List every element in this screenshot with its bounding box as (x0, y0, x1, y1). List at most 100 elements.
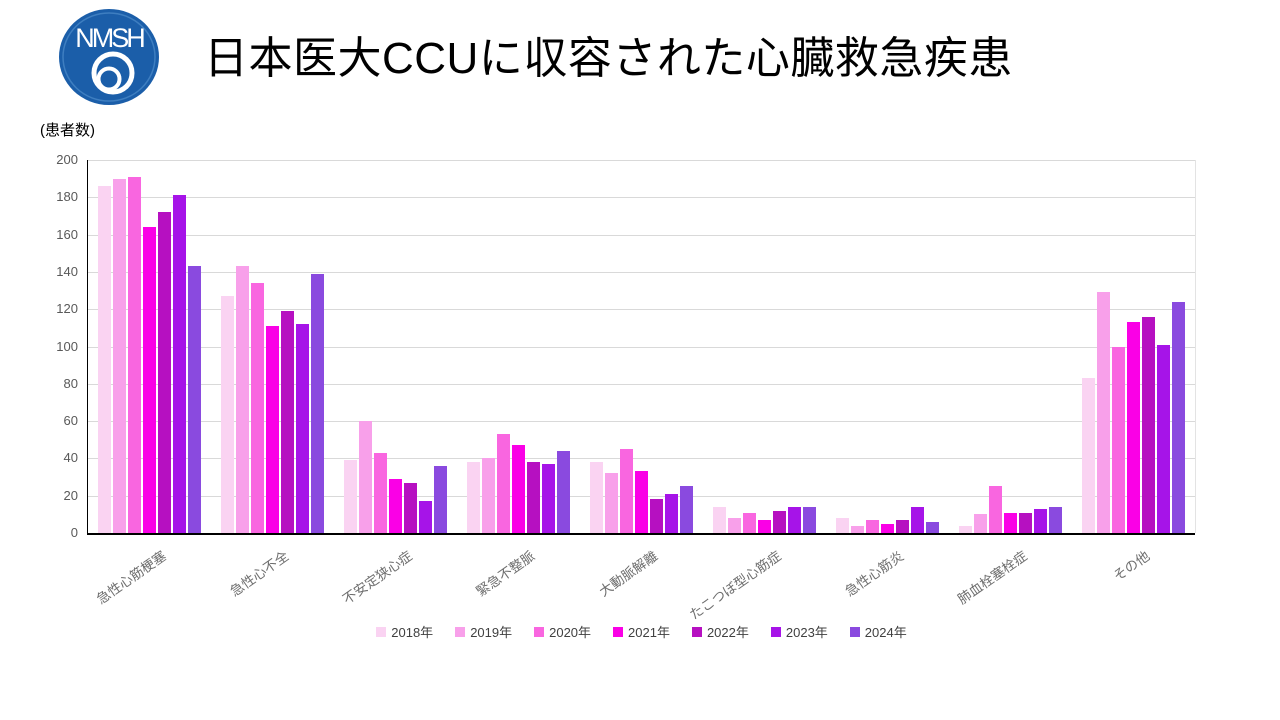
bar-2023年-大動脈解離 (665, 493, 678, 533)
legend-swatch (691, 626, 702, 637)
bar-2022年-その他 (1142, 316, 1155, 533)
category-label: 大動脈解離 (596, 548, 661, 600)
gridline (88, 160, 1195, 161)
legend-item: 2018年 (376, 622, 433, 641)
legend-swatch (376, 626, 387, 637)
bar-2024年-急性心不全 (311, 273, 324, 533)
legend-label: 2019年 (470, 625, 513, 640)
bar-2021年-急性心筋梗塞 (143, 227, 156, 533)
legend-item: 2021年 (613, 622, 670, 641)
logo-ellipse (59, 9, 159, 105)
y-tick-label: 140 (56, 263, 78, 279)
category-band (826, 160, 949, 533)
bar-2018年-急性心不全 (221, 296, 234, 533)
legend-swatch (455, 626, 466, 637)
category-band (334, 160, 457, 533)
y-tick-label: 40 (63, 450, 78, 466)
category-band (457, 160, 580, 533)
legend-item: 2024年 (849, 622, 907, 641)
bar-2018年-不安定狭心症 (344, 460, 357, 533)
bar-2020年-たこつぼ型心筋症 (743, 512, 756, 533)
category-label: 急性心筋炎 (842, 548, 907, 600)
gridline (88, 309, 1195, 311)
legend-label: 2020年 (549, 625, 592, 640)
bar-2023年-肺血栓塞栓症 (1034, 508, 1047, 533)
legend-label: 2021年 (628, 625, 670, 640)
bar-2021年-たこつぼ型心筋症 (758, 519, 771, 533)
legend-item: 2023年 (770, 622, 828, 641)
bar-2024年-不安定狭心症 (434, 465, 447, 533)
bar-2020年-急性心筋炎 (866, 519, 879, 533)
y-tick-label: 120 (56, 301, 78, 317)
legend-item: 2022年 (691, 622, 749, 641)
bar-2019年-大動脈解離 (605, 473, 618, 533)
y-tick-label: 200 (56, 152, 78, 167)
bar-2022年-たこつぼ型心筋症 (773, 510, 786, 533)
category-band (703, 160, 826, 533)
legend-label: 2018年 (391, 625, 434, 640)
bar-2019年-その他 (1097, 292, 1110, 533)
y-axis-unit-label: (患者数) (40, 122, 95, 139)
legend-label: 2023年 (785, 625, 828, 640)
gridline (88, 383, 1195, 385)
category-label: 急性心筋梗塞 (93, 548, 169, 608)
bar-2020年-肺血栓塞栓症 (989, 486, 1002, 533)
bar-2020年-不安定狭心症 (374, 452, 387, 533)
gridline (88, 421, 1195, 423)
nmsh-logo: NMSH (57, 7, 161, 107)
category-band (211, 160, 334, 533)
bar-2023年-急性心不全 (296, 324, 309, 533)
category-band (949, 160, 1072, 533)
legend-label: 2024年 (864, 625, 907, 640)
bar-2022年-不安定狭心症 (404, 482, 417, 533)
bar-2021年-緊急不整脈 (512, 445, 525, 533)
bar-2023年-たこつぼ型心筋症 (788, 506, 801, 533)
bar-2023年-その他 (1157, 344, 1170, 533)
category-band (580, 160, 703, 533)
bar-2019年-急性心筋炎 (851, 525, 864, 533)
y-tick-label: 80 (63, 375, 78, 391)
legend-swatch (613, 626, 624, 637)
category-label: 肺血栓塞栓症 (954, 548, 1030, 608)
bar-2024年-急性心筋炎 (926, 521, 939, 533)
bar-2021年-大動脈解離 (635, 471, 648, 533)
bar-2019年-急性心筋梗塞 (113, 178, 126, 533)
bar-2023年-不安定狭心症 (419, 501, 432, 533)
bar-2019年-肺血栓塞栓症 (974, 514, 987, 533)
bar-2023年-急性心筋炎 (911, 506, 924, 533)
category-label: 急性心不全 (227, 548, 292, 600)
bar-2020年-急性心不全 (251, 283, 264, 533)
bar-2021年-その他 (1127, 322, 1140, 533)
gridline (88, 197, 1195, 199)
page-title: 日本医大CCUに収容された心臓救急疾患 (204, 34, 1013, 83)
bar-2018年-急性心筋梗塞 (98, 186, 111, 533)
bar-2018年-たこつぼ型心筋症 (713, 506, 726, 533)
bar-2024年-たこつぼ型心筋症 (803, 506, 816, 533)
gridline (88, 271, 1195, 273)
bar-2022年-急性心不全 (281, 311, 294, 533)
bar-2021年-急性心筋炎 (881, 523, 894, 533)
legend: 2018年 2019年 2020年 2021年 2022年 2023年 2024年 (88, 622, 1195, 641)
bar-2024年-大動脈解離 (680, 486, 693, 533)
y-tick-label: 100 (56, 338, 78, 354)
y-tick-label: 60 (63, 413, 78, 429)
y-tick-label: 180 (56, 189, 78, 205)
category-label: 緊急不整脈 (473, 548, 538, 600)
gridline (88, 234, 1195, 236)
bar-2021年-肺血栓塞栓症 (1004, 512, 1017, 533)
bar-2020年-その他 (1112, 346, 1125, 533)
y-tick-label: 0 (70, 525, 78, 540)
bar-2018年-肺血栓塞栓症 (959, 525, 972, 533)
bar-2022年-肺血栓塞栓症 (1019, 512, 1032, 533)
legend-item: 2020年 (534, 622, 591, 641)
legend-swatch (849, 626, 860, 637)
bar-2024年-緊急不整脈 (557, 450, 570, 533)
y-tick-label: 160 (56, 226, 78, 242)
bar-2019年-急性心不全 (236, 266, 249, 533)
bar-2023年-緊急不整脈 (542, 464, 555, 533)
bar-2019年-緊急不整脈 (482, 458, 495, 533)
category-band (1072, 160, 1195, 533)
bar-2022年-急性心筋梗塞 (158, 212, 171, 533)
bar-2022年-緊急不整脈 (527, 462, 540, 533)
